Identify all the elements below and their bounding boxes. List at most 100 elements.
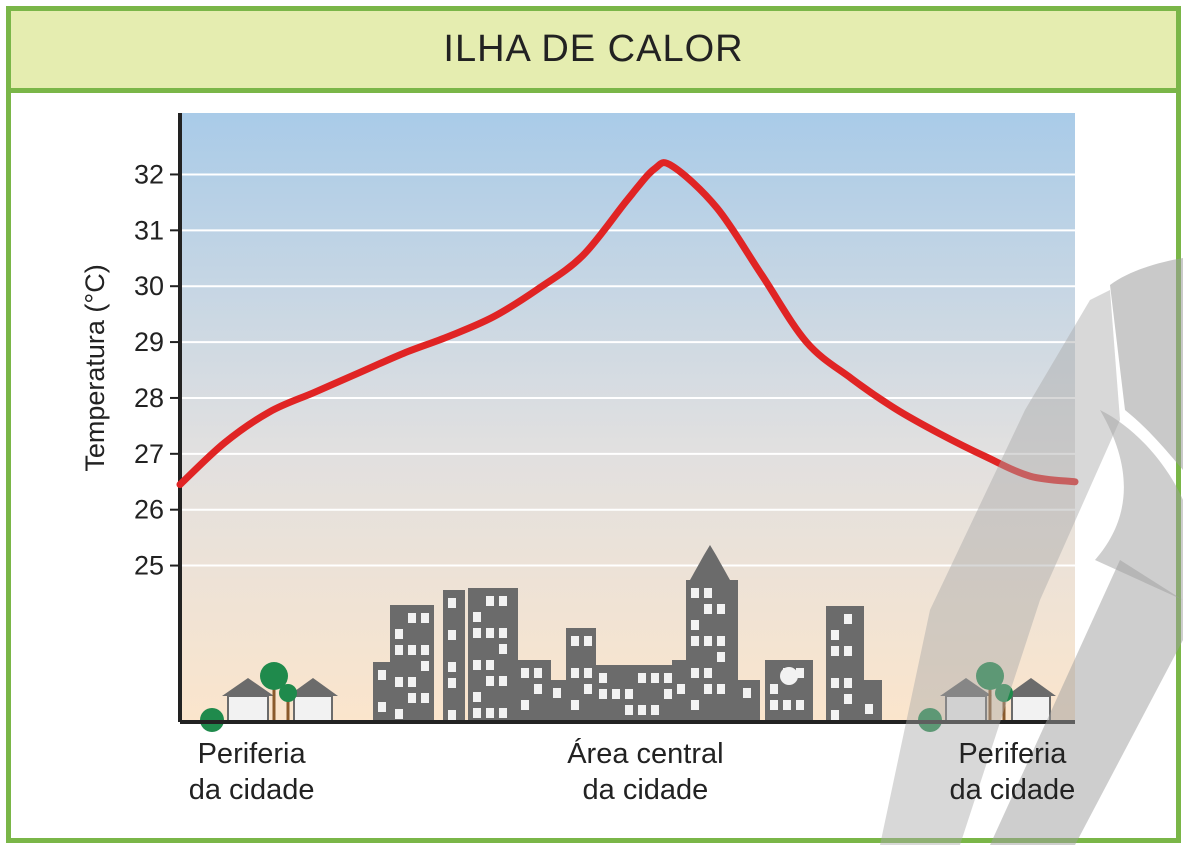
building-window (844, 694, 852, 704)
building-window (783, 700, 791, 710)
x-category-line: da cidade (582, 774, 709, 806)
building (686, 580, 738, 722)
building-window (448, 598, 456, 608)
building-window (677, 684, 685, 694)
building-window (473, 612, 481, 622)
tower-spire (690, 545, 730, 580)
y-tick-label: 26 (134, 495, 164, 525)
building-window (691, 700, 699, 710)
tree (279, 684, 297, 702)
building-window (499, 644, 507, 654)
building-window (865, 704, 873, 714)
building-window (534, 668, 542, 678)
tree (976, 662, 1004, 690)
building-window (499, 676, 507, 686)
x-category-line: Área central (567, 738, 724, 770)
building-window (704, 604, 712, 614)
building-window (612, 689, 620, 699)
building-window (704, 668, 712, 678)
building-window (421, 645, 429, 655)
building-window (408, 693, 416, 703)
building-window (638, 705, 646, 715)
building-window (664, 673, 672, 683)
building-window (448, 678, 456, 688)
building-window (486, 660, 494, 670)
building-window (704, 588, 712, 598)
building-window (844, 614, 852, 624)
building-window (395, 645, 403, 655)
y-tick-label: 32 (134, 159, 164, 189)
building-window (486, 708, 494, 718)
building-window (473, 708, 481, 718)
building-window (521, 700, 529, 710)
building-window (448, 662, 456, 672)
house-roof (1006, 678, 1056, 696)
building-window (625, 705, 633, 715)
building-window (448, 710, 456, 720)
building-window (395, 677, 403, 687)
building-window (844, 646, 852, 656)
y-tick-label: 28 (134, 383, 164, 413)
building-window (831, 646, 839, 656)
building (443, 590, 465, 722)
building-window (844, 678, 852, 688)
building-window (571, 636, 579, 646)
watermark (880, 258, 1183, 845)
house (293, 695, 333, 723)
building-window (408, 613, 416, 623)
building-window (584, 668, 592, 678)
building-window (831, 630, 839, 640)
building-window (717, 684, 725, 694)
x-category-line: Periferia (958, 738, 1067, 770)
x-category-label: Periferia da cidade (142, 736, 362, 808)
building-window (448, 630, 456, 640)
building-window (831, 678, 839, 688)
building-window (408, 645, 416, 655)
building-window (421, 661, 429, 671)
building-window (599, 689, 607, 699)
tree (995, 684, 1013, 702)
building-window (473, 628, 481, 638)
x-category-line: Periferia (197, 738, 306, 770)
building-window (584, 684, 592, 694)
building-window (521, 668, 529, 678)
building-window (599, 673, 607, 683)
building-window (691, 588, 699, 598)
plot-background (180, 113, 1075, 722)
building-window (499, 628, 507, 638)
building-window (664, 689, 672, 699)
building (594, 665, 674, 722)
building-window (486, 596, 494, 606)
building-window (704, 684, 712, 694)
building-window (473, 660, 481, 670)
building-window (378, 702, 386, 712)
house-roof (940, 678, 992, 696)
building-window (584, 636, 592, 646)
building-window (486, 628, 494, 638)
house (227, 695, 269, 723)
building-window (553, 688, 561, 698)
building-window (571, 668, 579, 678)
building-window (638, 673, 646, 683)
building-window (651, 673, 659, 683)
y-tick-label: 30 (134, 271, 164, 301)
building-window (831, 710, 839, 720)
tree (260, 662, 288, 690)
x-category-line: da cidade (188, 774, 315, 806)
building-window (499, 708, 507, 718)
building-window (534, 684, 542, 694)
x-category-label: Área central da cidade (535, 736, 755, 808)
building-window (473, 692, 481, 702)
building-window (691, 668, 699, 678)
building-window (395, 709, 403, 719)
building-window (717, 652, 725, 662)
y-axis-label: Temperatura (°C) (80, 264, 110, 471)
building-window (717, 636, 725, 646)
building-window (571, 700, 579, 710)
y-tick-label: 31 (134, 215, 164, 245)
building-window (408, 677, 416, 687)
x-category-label: Periferia da cidade (902, 736, 1122, 808)
building-window (486, 676, 494, 686)
building-window (651, 705, 659, 715)
